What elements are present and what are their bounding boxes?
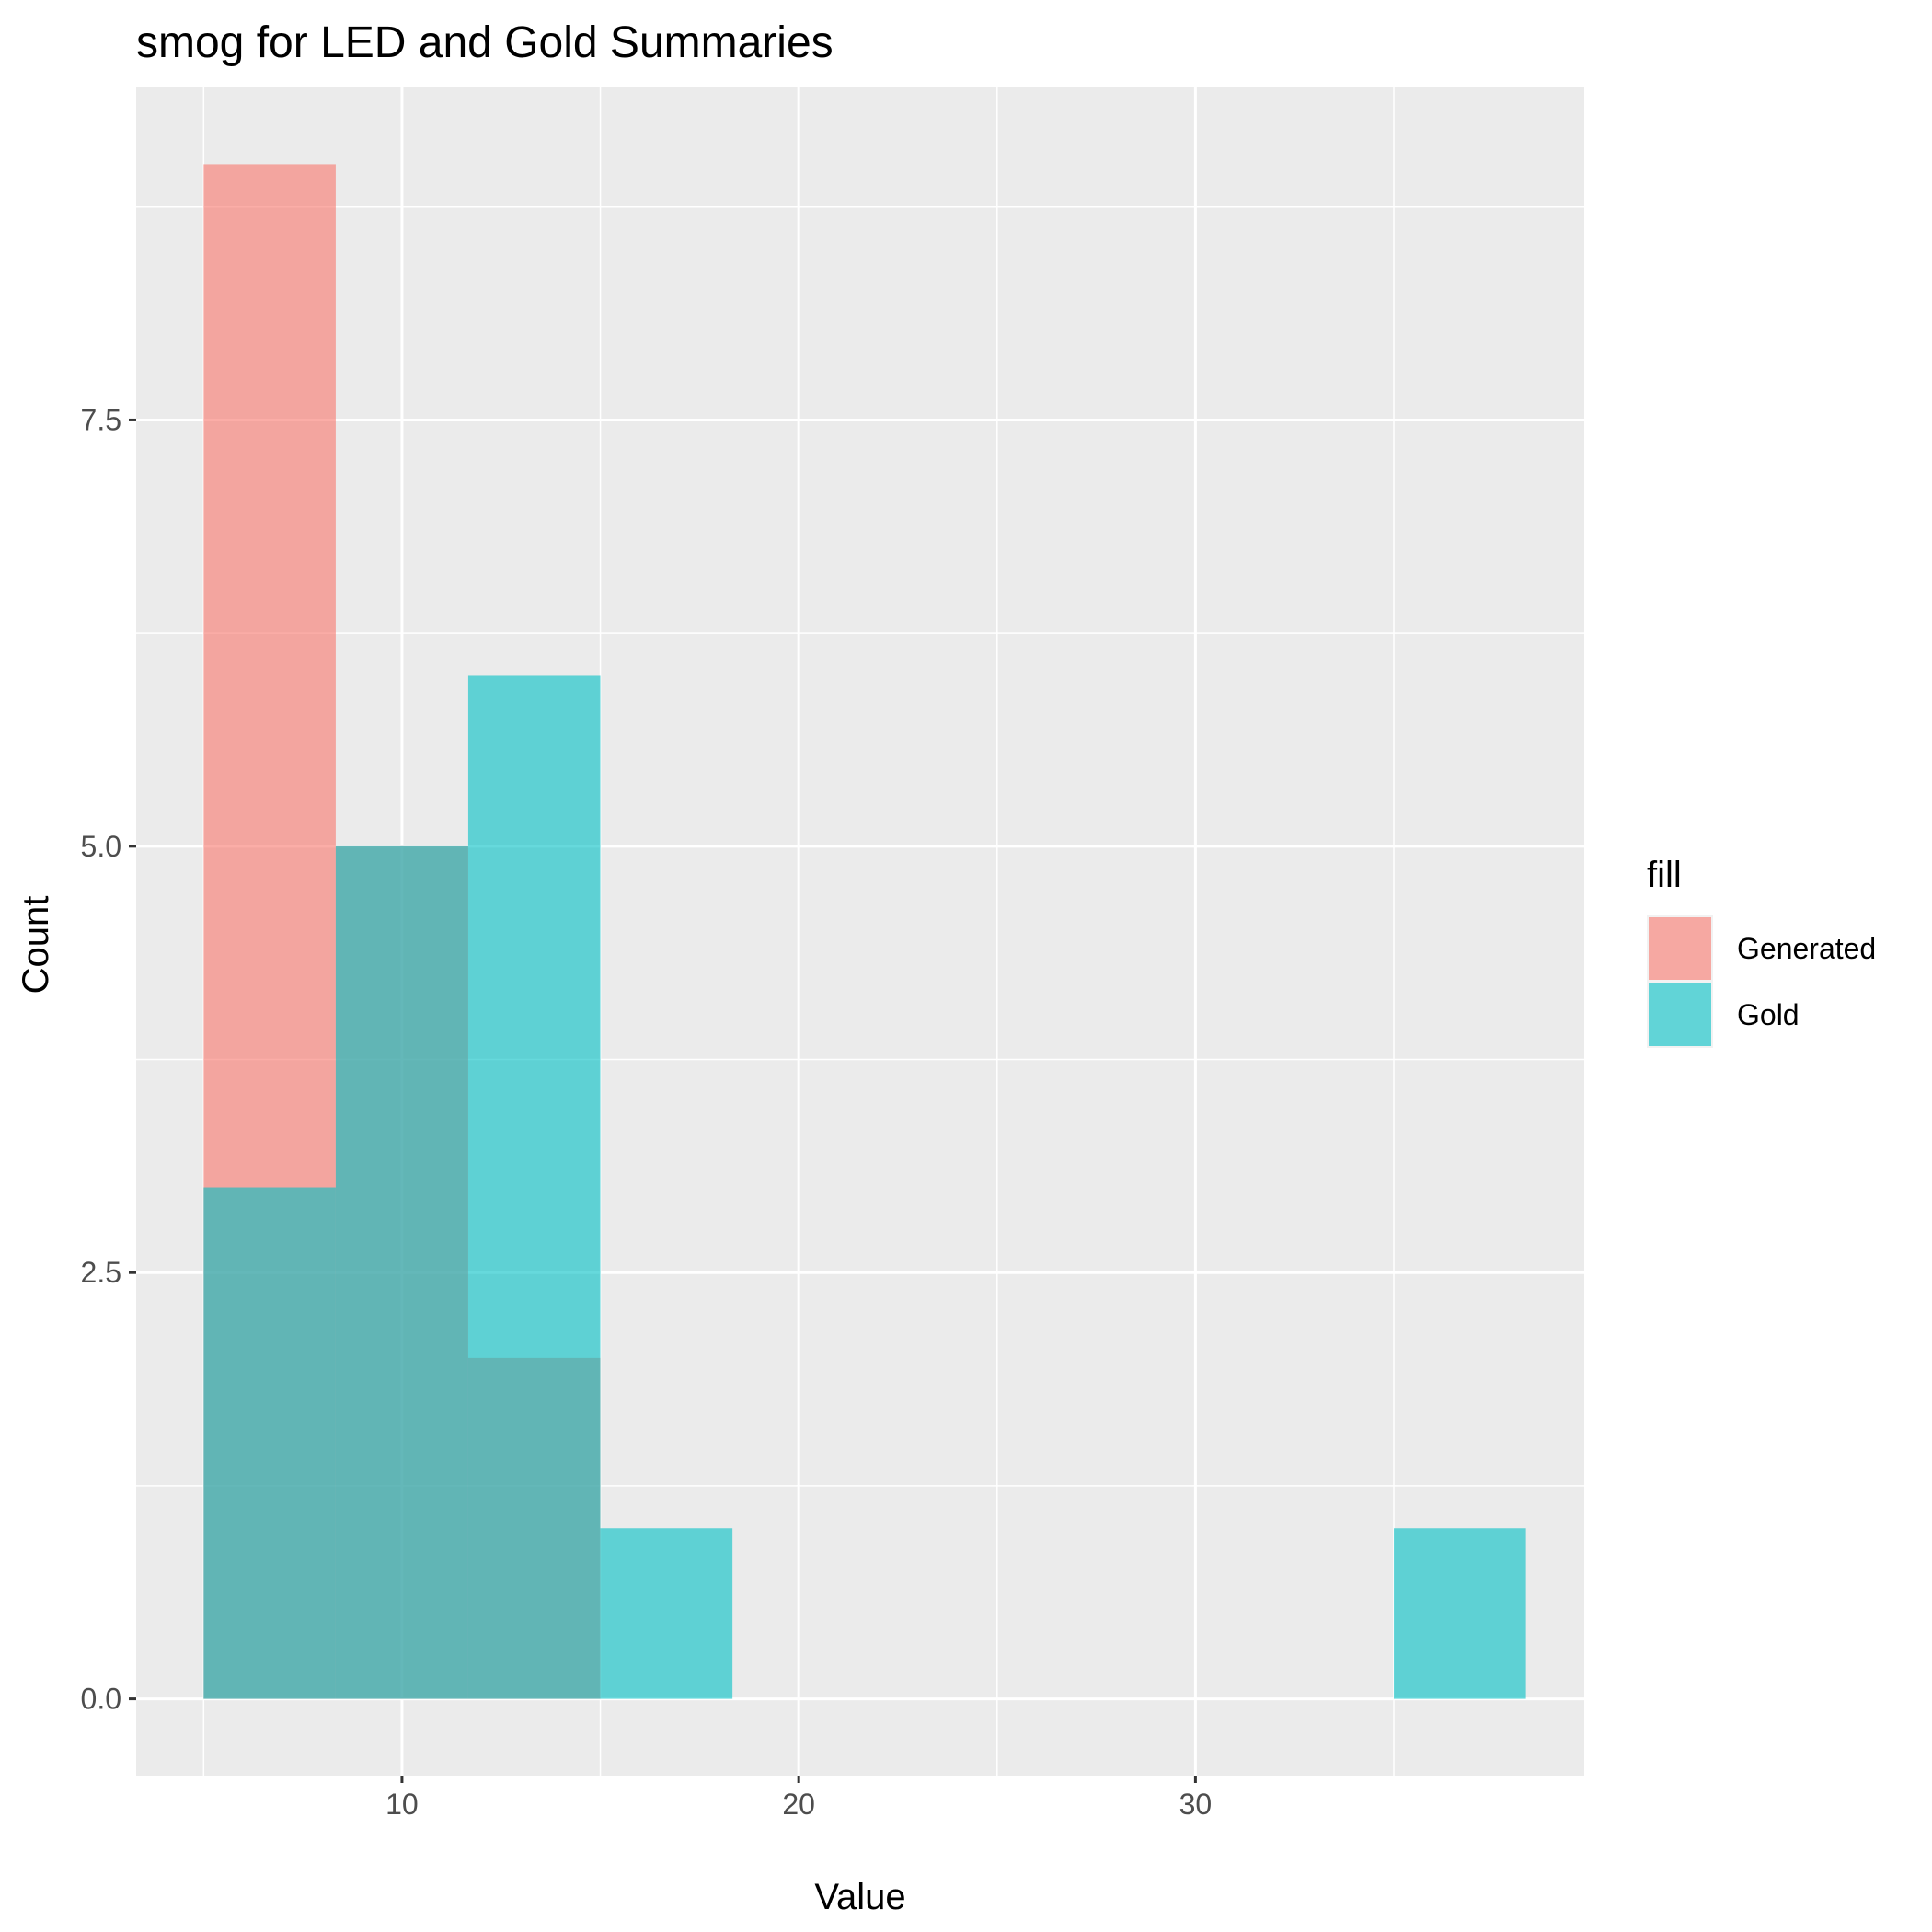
y-tick-label: 2.5 — [81, 1256, 121, 1289]
legend-label-generated: Generated — [1737, 932, 1876, 965]
gold-bar — [203, 1187, 336, 1699]
y-tick-label: 7.5 — [81, 403, 121, 436]
gold-bar — [335, 845, 468, 1699]
legend-swatch-gold — [1649, 983, 1711, 1046]
histogram-bars — [203, 164, 1526, 1699]
x-tick-label: 10 — [385, 1788, 419, 1821]
y-axis: 0.0 2.5 5.0 7.5 — [81, 403, 136, 1716]
legend-label-gold: Gold — [1737, 998, 1800, 1031]
legend-title: fill — [1647, 855, 1682, 895]
x-tick-label: 20 — [782, 1788, 815, 1821]
gold-bar — [467, 675, 601, 1699]
legend-items: Generated Gold — [1647, 915, 1876, 1048]
chart-title: smog for LED and Gold Summaries — [136, 18, 834, 67]
x-tick-label: 30 — [1179, 1788, 1213, 1821]
y-tick-label: 5.0 — [81, 830, 121, 863]
legend-swatch-generated — [1649, 917, 1711, 980]
gold-bar — [1394, 1528, 1526, 1699]
y-axis-title: Count — [16, 896, 56, 995]
x-axis: 10 20 30 — [385, 1776, 1212, 1821]
legend: fill Generated Gold — [1647, 855, 1876, 1048]
x-axis-title: Value — [814, 1877, 905, 1917]
y-tick-label: 0.0 — [81, 1683, 121, 1716]
major-gridlines — [136, 87, 1584, 1776]
gold-bar — [600, 1528, 733, 1699]
